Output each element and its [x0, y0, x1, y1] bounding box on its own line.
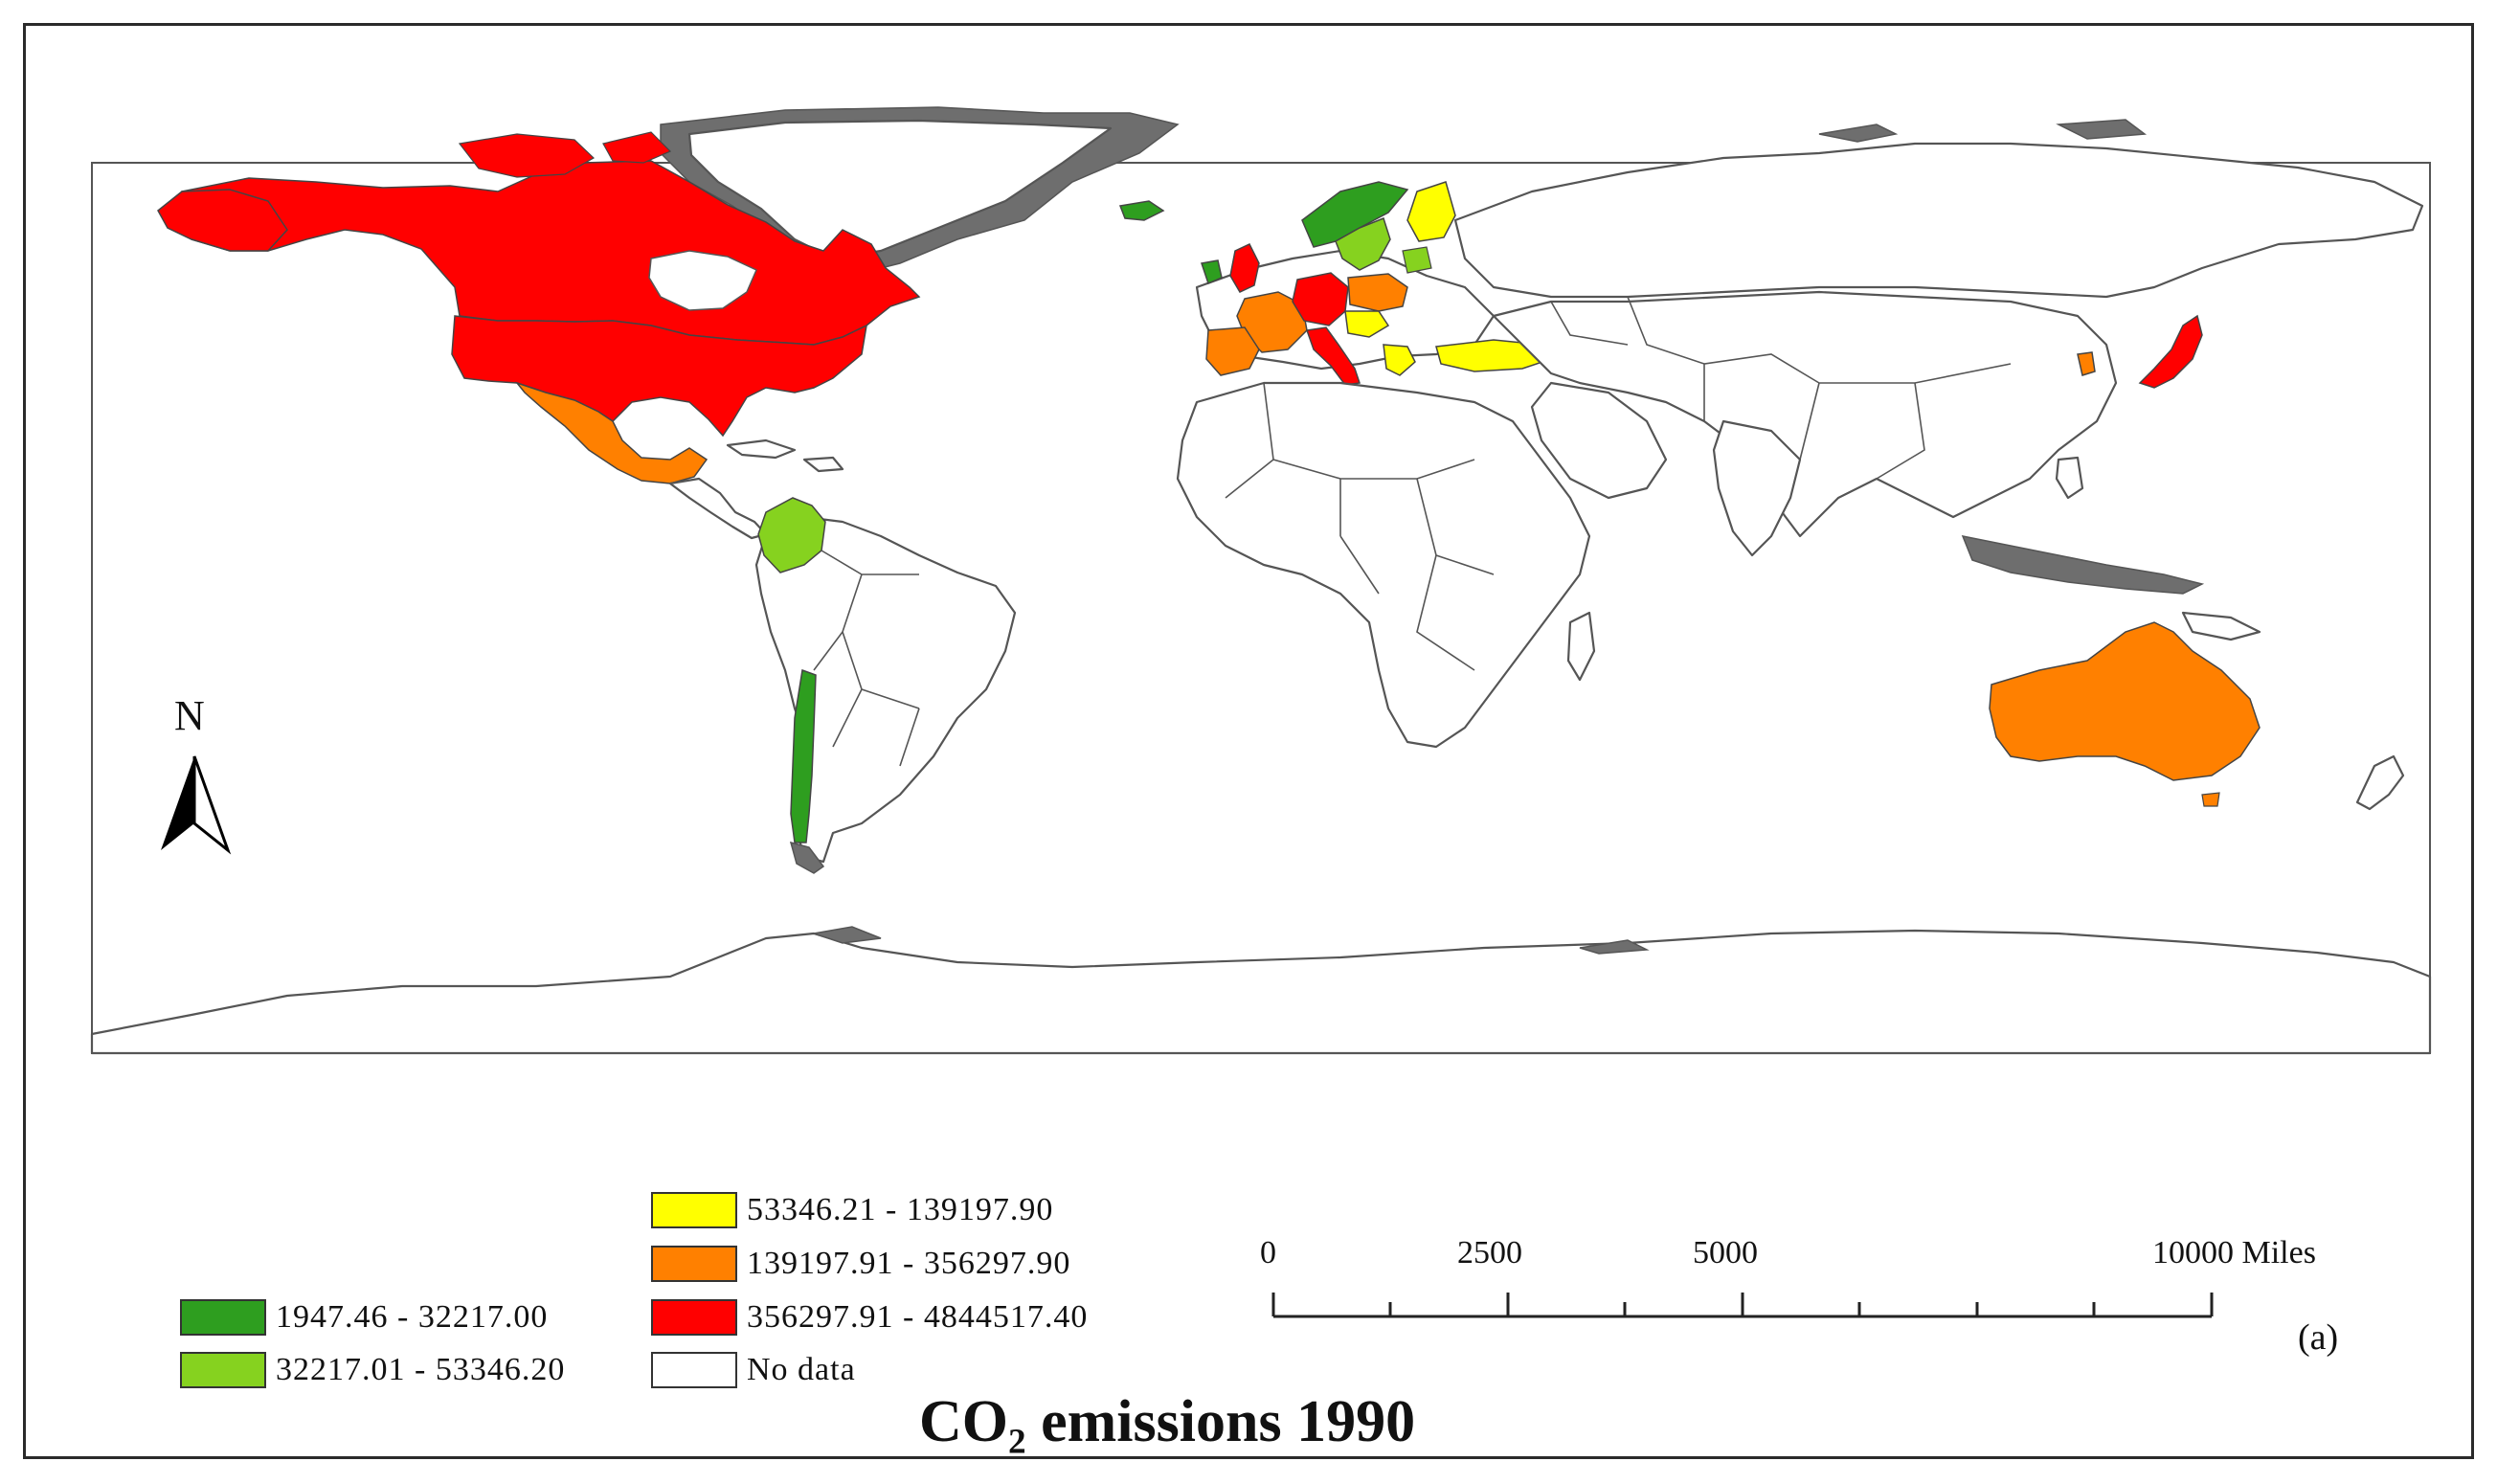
- australia: [1989, 621, 2261, 781]
- scale-label-10000: 10000 Miles: [2152, 1235, 2316, 1270]
- legend-label: 1947.46 - 32217.00: [276, 1299, 549, 1335]
- south-korea: [2077, 351, 2096, 376]
- india: [1712, 419, 1802, 557]
- legend-label: No data: [747, 1352, 856, 1387]
- legend-swatch: [180, 1352, 266, 1388]
- legend-swatch: [651, 1352, 737, 1388]
- italy: [1305, 326, 1361, 386]
- legend-item-class2: 32217.01 - 53346.20: [180, 1352, 565, 1388]
- asia-borders: [1550, 296, 2012, 480]
- legend-swatch: [651, 1246, 737, 1282]
- alaska: [157, 189, 288, 252]
- indonesia: [1961, 534, 2205, 595]
- legend-swatch: [651, 1192, 737, 1228]
- philippines: [2055, 456, 2084, 500]
- legend-item-class1: 1947.46 - 32217.00: [180, 1299, 548, 1336]
- uk: [1229, 243, 1260, 293]
- legend-swatch: [180, 1299, 266, 1336]
- finland: [1406, 181, 1456, 242]
- balkans: [1383, 344, 1416, 376]
- mexico: [514, 381, 709, 484]
- scale-label-2500: 2500: [1457, 1235, 1522, 1270]
- sa-borders: [813, 550, 920, 767]
- patagonia: [789, 841, 825, 874]
- north-arrow: [161, 755, 232, 855]
- africa: [1176, 381, 1591, 749]
- asia-south: [1492, 290, 2118, 538]
- iberia: [1205, 326, 1260, 376]
- legend-item-class5: 356297.91 - 4844517.40: [651, 1299, 1088, 1336]
- sweden: [1335, 217, 1391, 271]
- legend-label: 356297.91 - 4844517.40: [747, 1299, 1089, 1335]
- antarctica: [90, 929, 2432, 1055]
- tasmania: [2201, 792, 2220, 807]
- north-label: N: [174, 692, 205, 739]
- legend-label: 53346.21 - 139197.90: [747, 1192, 1054, 1227]
- legend-swatch: [651, 1299, 737, 1336]
- greenland-interior: [687, 119, 1113, 260]
- hudson-bay: [648, 250, 757, 311]
- russia: [1453, 142, 2424, 299]
- chile: [790, 668, 817, 843]
- new-guinea: [2181, 611, 2261, 641]
- scale-label-0: 0: [1260, 1235, 1276, 1270]
- germany: [1292, 272, 1349, 326]
- japan: [2138, 314, 2203, 389]
- madagascar: [1566, 611, 1596, 682]
- antarctica-shelf: [813, 926, 1650, 955]
- map-title: CO₂ emissions 1990: [919, 1389, 1416, 1454]
- caribbean: [726, 438, 844, 473]
- legend-item-class4: 139197.91 - 356297.90: [651, 1246, 1070, 1282]
- france: [1236, 291, 1308, 353]
- arctic-islands: [458, 131, 672, 178]
- legend-item-class3: 53346.21 - 139197.90: [651, 1192, 1053, 1228]
- new-zealand: [2355, 754, 2405, 811]
- central-europe: [1344, 310, 1390, 338]
- turkey: [1435, 339, 1553, 372]
- ireland: [1201, 259, 1223, 285]
- legend-label: 139197.91 - 356297.90: [747, 1246, 1071, 1281]
- scale-label-5000: 5000: [1693, 1235, 1758, 1270]
- arabia: [1530, 381, 1668, 500]
- arctic-russia: [1818, 119, 2148, 143]
- iceland: [1118, 200, 1165, 221]
- baltic: [1402, 246, 1432, 274]
- legend-item-no-data: No data: [651, 1352, 856, 1388]
- legend-label: 32217.01 - 53346.20: [276, 1352, 566, 1387]
- colombia: [757, 497, 826, 573]
- scale-bar: [1271, 1293, 2214, 1318]
- poland: [1347, 273, 1408, 312]
- scandinavia-green: [1301, 181, 1409, 248]
- south-america: [754, 515, 1017, 864]
- africa-borders: [1225, 382, 1495, 671]
- central-america: [668, 477, 768, 540]
- panel-label: (a): [2298, 1317, 2339, 1358]
